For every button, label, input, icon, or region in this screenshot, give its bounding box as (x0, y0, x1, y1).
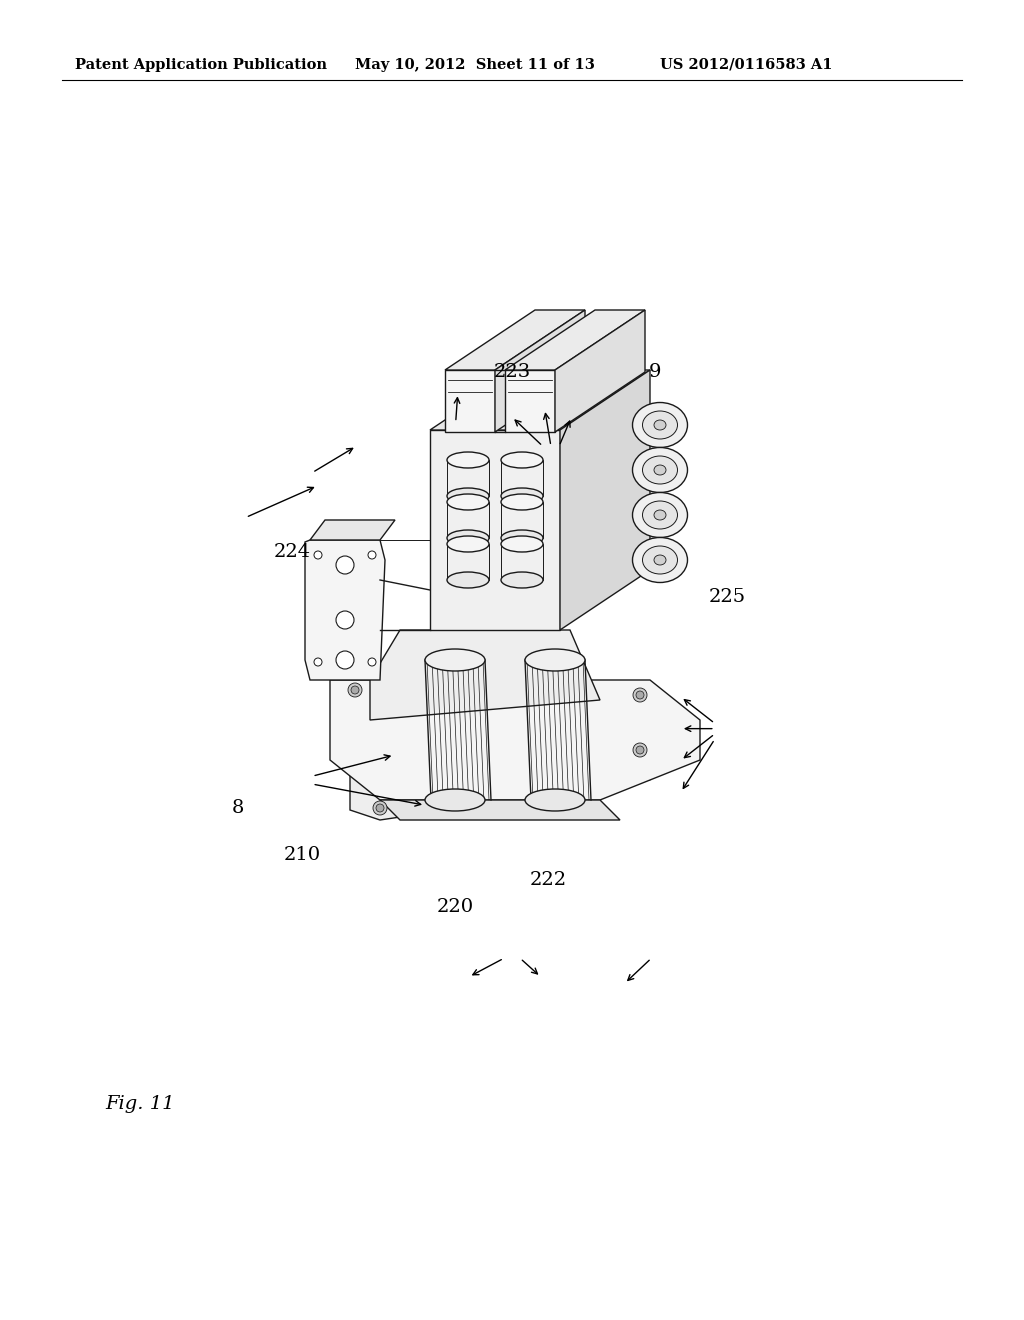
Polygon shape (505, 370, 555, 432)
Ellipse shape (633, 537, 687, 582)
Polygon shape (305, 540, 385, 680)
Ellipse shape (425, 789, 485, 810)
Ellipse shape (348, 682, 362, 697)
Polygon shape (501, 544, 543, 579)
Polygon shape (380, 800, 620, 820)
Ellipse shape (501, 572, 543, 587)
Polygon shape (430, 430, 560, 630)
Polygon shape (505, 310, 645, 370)
Polygon shape (501, 459, 543, 496)
Ellipse shape (501, 488, 543, 504)
Ellipse shape (336, 651, 354, 669)
Ellipse shape (368, 550, 376, 558)
Ellipse shape (642, 411, 678, 440)
Ellipse shape (633, 447, 687, 492)
Text: 224: 224 (273, 543, 310, 561)
Ellipse shape (447, 451, 489, 469)
Ellipse shape (314, 550, 322, 558)
Ellipse shape (654, 554, 666, 565)
Ellipse shape (501, 494, 543, 510)
Ellipse shape (447, 536, 489, 552)
Ellipse shape (447, 494, 489, 510)
Ellipse shape (336, 556, 354, 574)
Polygon shape (445, 310, 585, 370)
Polygon shape (370, 630, 600, 719)
Polygon shape (310, 520, 395, 540)
Ellipse shape (351, 686, 359, 694)
Ellipse shape (368, 657, 376, 667)
Polygon shape (330, 680, 700, 800)
Ellipse shape (314, 657, 322, 667)
Polygon shape (495, 310, 585, 432)
Ellipse shape (642, 502, 678, 529)
Ellipse shape (373, 801, 387, 814)
Ellipse shape (501, 531, 543, 546)
Text: 222: 222 (529, 871, 566, 890)
Text: US 2012/0116583 A1: US 2012/0116583 A1 (660, 58, 833, 73)
Polygon shape (350, 719, 650, 820)
Ellipse shape (376, 804, 384, 812)
Polygon shape (447, 544, 489, 579)
Polygon shape (501, 502, 543, 539)
Text: 225: 225 (709, 587, 745, 606)
Ellipse shape (636, 746, 644, 754)
Ellipse shape (654, 465, 666, 475)
Text: 210: 210 (284, 846, 321, 865)
Text: 223: 223 (494, 363, 530, 381)
Text: 9: 9 (649, 363, 662, 381)
Ellipse shape (336, 611, 354, 630)
Polygon shape (447, 502, 489, 539)
Ellipse shape (425, 649, 485, 671)
Ellipse shape (501, 536, 543, 552)
Ellipse shape (447, 488, 489, 504)
Text: 220: 220 (437, 898, 474, 916)
Ellipse shape (654, 420, 666, 430)
Ellipse shape (636, 690, 644, 700)
Polygon shape (560, 370, 650, 630)
Ellipse shape (642, 546, 678, 574)
Ellipse shape (633, 492, 687, 537)
Ellipse shape (525, 649, 585, 671)
Ellipse shape (633, 688, 647, 702)
Text: Patent Application Publication: Patent Application Publication (75, 58, 327, 73)
Text: May 10, 2012  Sheet 11 of 13: May 10, 2012 Sheet 11 of 13 (355, 58, 595, 73)
Ellipse shape (447, 572, 489, 587)
Text: 8: 8 (231, 799, 244, 817)
Ellipse shape (633, 743, 647, 756)
Ellipse shape (642, 455, 678, 484)
Polygon shape (445, 370, 495, 432)
Polygon shape (555, 310, 645, 432)
Ellipse shape (654, 510, 666, 520)
Ellipse shape (633, 403, 687, 447)
Text: Fig. 11: Fig. 11 (105, 1096, 174, 1113)
Polygon shape (447, 459, 489, 496)
Ellipse shape (447, 531, 489, 546)
Ellipse shape (501, 451, 543, 469)
Ellipse shape (525, 789, 585, 810)
Polygon shape (430, 370, 650, 430)
